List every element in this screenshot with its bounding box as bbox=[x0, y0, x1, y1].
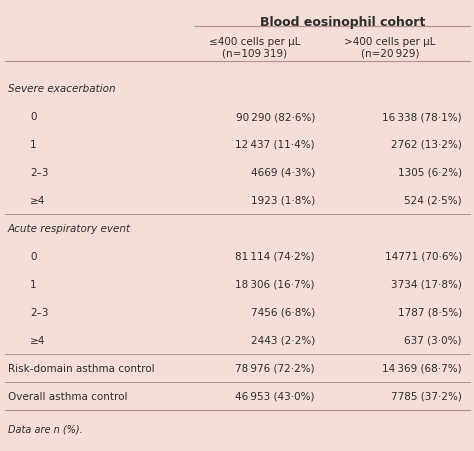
Text: 1305 (6·2%): 1305 (6·2%) bbox=[398, 168, 462, 178]
Text: (n=109 319): (n=109 319) bbox=[222, 49, 288, 59]
Text: 90 290 (82·6%): 90 290 (82·6%) bbox=[236, 112, 315, 122]
Text: 4669 (4·3%): 4669 (4·3%) bbox=[251, 168, 315, 178]
Text: 524 (2·5%): 524 (2·5%) bbox=[404, 196, 462, 206]
Text: Overall asthma control: Overall asthma control bbox=[8, 391, 128, 401]
Text: ≤400 cells per μL: ≤400 cells per μL bbox=[209, 37, 301, 47]
Text: Data are n (%).: Data are n (%). bbox=[8, 424, 83, 434]
Text: ≥4: ≥4 bbox=[30, 335, 46, 345]
Text: Acute respiratory event: Acute respiratory event bbox=[8, 224, 131, 234]
Text: 2443 (2·2%): 2443 (2·2%) bbox=[251, 335, 315, 345]
Text: 637 (3·0%): 637 (3·0%) bbox=[404, 335, 462, 345]
Text: 46 953 (43·0%): 46 953 (43·0%) bbox=[236, 391, 315, 401]
Text: >400 cells per μL: >400 cells per μL bbox=[344, 37, 436, 47]
Text: 7456 (6·8%): 7456 (6·8%) bbox=[251, 307, 315, 318]
Text: 81 114 (74·2%): 81 114 (74·2%) bbox=[236, 252, 315, 262]
Text: 14771 (70·6%): 14771 (70·6%) bbox=[384, 252, 462, 262]
Text: 14 369 (68·7%): 14 369 (68·7%) bbox=[383, 363, 462, 373]
Text: 7785 (37·2%): 7785 (37·2%) bbox=[391, 391, 462, 401]
Text: 2762 (13·2%): 2762 (13·2%) bbox=[391, 140, 462, 150]
Text: 0: 0 bbox=[30, 112, 36, 122]
Text: 3734 (17·8%): 3734 (17·8%) bbox=[391, 279, 462, 290]
Text: ≥4: ≥4 bbox=[30, 196, 46, 206]
Text: 2–3: 2–3 bbox=[30, 168, 48, 178]
Text: 1923 (1·8%): 1923 (1·8%) bbox=[251, 196, 315, 206]
Text: 78 976 (72·2%): 78 976 (72·2%) bbox=[236, 363, 315, 373]
Text: Blood eosinophil cohort: Blood eosinophil cohort bbox=[260, 16, 425, 29]
Text: 2–3: 2–3 bbox=[30, 307, 48, 318]
Text: 16 338 (78·1%): 16 338 (78·1%) bbox=[383, 112, 462, 122]
Text: 18 306 (16·7%): 18 306 (16·7%) bbox=[236, 279, 315, 290]
Text: 0: 0 bbox=[30, 252, 36, 262]
Text: 1: 1 bbox=[30, 140, 36, 150]
Text: 1: 1 bbox=[30, 279, 36, 290]
Text: 1787 (8·5%): 1787 (8·5%) bbox=[398, 307, 462, 318]
Text: Risk-domain asthma control: Risk-domain asthma control bbox=[8, 363, 155, 373]
Text: (n=20 929): (n=20 929) bbox=[361, 49, 419, 59]
Text: Severe exacerbation: Severe exacerbation bbox=[8, 84, 116, 94]
Text: 12 437 (11·4%): 12 437 (11·4%) bbox=[236, 140, 315, 150]
